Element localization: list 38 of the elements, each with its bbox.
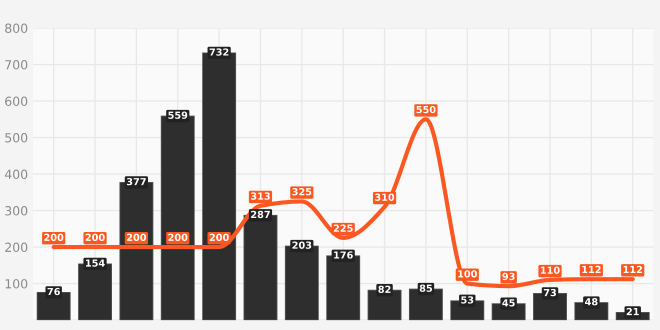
data-label: 200: [168, 234, 188, 242]
data-label: 112: [582, 266, 601, 274]
data-label: 100: [458, 270, 477, 278]
y-tick-label: 500: [5, 133, 28, 142]
data-label: 203: [292, 241, 312, 249]
data-label: 76: [48, 288, 60, 296]
data-label: 176: [334, 251, 353, 259]
data-label: 200: [44, 234, 64, 242]
data-label: 73: [544, 288, 556, 296]
y-tick-label: 300: [5, 206, 28, 216]
data-label: 732: [210, 48, 228, 56]
data-label: 377: [126, 178, 146, 186]
data-label: 82: [378, 286, 390, 293]
data-label: 154: [86, 259, 105, 267]
data-label: 200: [86, 234, 105, 242]
data-label: 325: [292, 188, 312, 196]
data-label: 550: [416, 106, 436, 114]
data-label: 93: [502, 272, 515, 280]
data-label: 21: [626, 308, 639, 316]
y-tick-label: 400: [4, 170, 28, 179]
data-label: 310: [375, 194, 394, 201]
data-label: 112: [624, 266, 642, 274]
data-label: 45: [502, 299, 515, 306]
y-tick-label: 200: [5, 242, 28, 252]
data-label: 200: [210, 234, 229, 242]
y-tick-label: 800: [5, 24, 28, 33]
data-label: 85: [420, 284, 432, 292]
data-label: 110: [540, 266, 560, 274]
data-label: 48: [585, 298, 598, 306]
data-label: 313: [250, 192, 270, 200]
y-tick-label: 700: [5, 60, 28, 70]
y-tick-label: 100: [6, 279, 28, 289]
data-label: 559: [168, 112, 188, 119]
data-label: 225: [334, 224, 353, 232]
data-label: 53: [461, 296, 474, 304]
y-tick-label: 600: [5, 96, 28, 106]
data-label: 287: [251, 210, 270, 218]
data-label: 200: [127, 234, 146, 242]
